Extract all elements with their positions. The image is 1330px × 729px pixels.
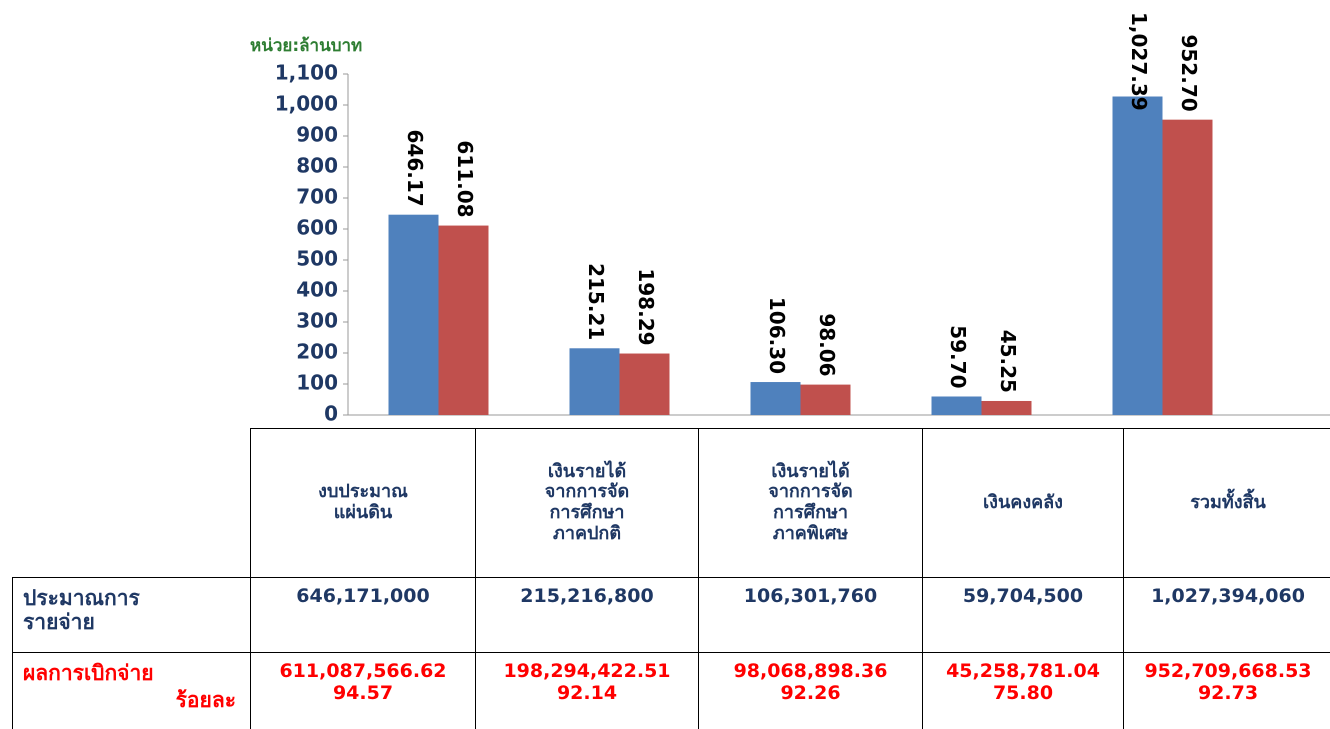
bar [388,214,439,415]
bar-value-label: 98.06 [815,313,839,376]
y-tick-label: 600 [296,216,338,240]
y-tick-label: 200 [296,340,338,364]
table-header-cell: รวมทั้งสิ้น [1123,428,1330,577]
table-header-cell: เงินรายได้ จากการจัด การศึกษา ภาคพิเศษ [698,428,922,577]
table-value: 215,216,800 [520,585,654,607]
table-header-cell: เงินคงคลัง [922,428,1123,577]
bar-value-label: 45.25 [996,330,1020,393]
bar-value-label: 952.70 [1177,34,1201,111]
bar [750,382,801,415]
table-cell: 952,709,668.53 92.73 [1123,652,1330,729]
bar-value-label: 611.08 [453,140,477,217]
bar [1112,96,1163,416]
bar [931,396,982,415]
table-cell: 1,027,394,060 [1123,577,1330,652]
bar [438,225,489,415]
table-value: 952,709,668.53 [1144,660,1312,682]
table-cell: 98,068,898.36 92.26 [698,652,922,729]
bar [569,348,620,415]
table-cell: 59,704,500 [922,577,1123,652]
table-cell: 45,258,781.04 75.80 [922,652,1123,729]
table-cell: 215,216,800 [475,577,698,652]
y-tick-label: 400 [296,278,338,302]
table-percentage: 92.26 [780,681,841,704]
bar-value-label: 106.30 [765,297,789,374]
bar [619,353,670,415]
bar [981,400,1032,415]
y-tick-label: 1,000 [275,92,338,116]
y-tick-label: 1,100 [275,61,338,85]
table-value: 59,704,500 [962,585,1084,607]
table-value: 198,294,422.51 [503,660,671,682]
y-tick-label: 100 [296,371,338,395]
table-percentage: 92.14 [556,681,618,704]
table-cell: 198,294,422.51 92.14 [475,652,698,729]
table-header-cell: งบประมาณ แผ่นดิน [250,428,475,577]
table-cell: 611,087,566.62 94.57 [250,652,475,729]
bar-value-label: 198.29 [634,268,658,345]
table-value: 1,027,394,060 [1151,585,1305,607]
table-percentage: 75.80 [992,681,1054,704]
y-tick-label: 300 [296,309,338,333]
y-tick-label: 700 [296,185,338,209]
table-cell: 106,301,760 [698,577,922,652]
table-value: 646,171,000 [296,585,430,607]
row-sublabel: ร้อยละ [175,688,236,712]
y-tick-label: 900 [296,123,338,147]
table-value: 611,087,566.62 [279,660,447,682]
unit-label: หน่วย:ล้านบาท [250,36,362,56]
y-tick-label: 0 [324,402,338,426]
bar-value-label: 1,027.39 [1127,12,1151,111]
table-value: 98,068,898.36 [733,660,888,682]
bar-value-label: 646.17 [403,129,427,206]
bar-value-label: 215.21 [584,263,608,340]
table-percentage: 92.73 [1197,681,1259,704]
y-tick-label: 800 [296,154,338,178]
bar [1162,119,1213,416]
table-value: 45,258,781.04 [946,660,1100,682]
table-value: 106,301,760 [743,585,878,607]
y-tick-label: 500 [296,247,338,271]
row-label: ประมาณการ รายจ่าย [12,577,250,652]
table-percentage: 94.57 [332,681,394,704]
table-header-cell: เงินรายได้ จากการจัด การศึกษา ภาคปกติ [475,428,698,577]
bar [800,384,851,415]
bar-value-label: 59.70 [946,325,970,388]
row-label: ผลการเบิกจ่าย [12,652,250,729]
table-cell: 646,171,000 [250,577,475,652]
